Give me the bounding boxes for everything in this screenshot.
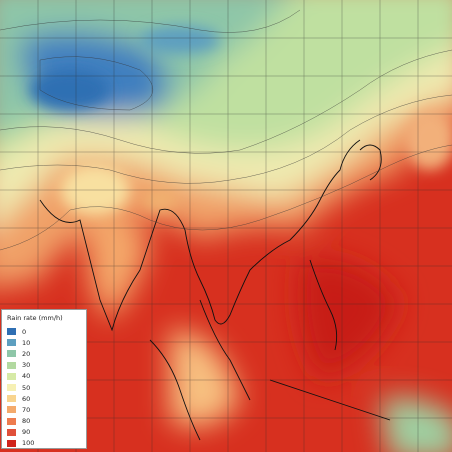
legend-swatch	[7, 395, 16, 403]
legend-label: 100	[22, 439, 35, 448]
legend-item: 90	[7, 427, 81, 438]
legend-label: 0	[22, 327, 27, 336]
legend-swatch	[7, 417, 16, 425]
legend-swatch	[7, 384, 16, 392]
legend-items: 0 10 20 30 40 50 60 70 80 90 100	[7, 326, 81, 449]
contours	[0, 9, 452, 251]
rain-detail	[30, 26, 452, 215]
legend-label: 30	[22, 361, 31, 370]
legend-swatch	[7, 406, 16, 414]
legend-swatch	[7, 328, 16, 336]
coastlines	[39, 139, 391, 441]
legend-item: 40	[7, 371, 81, 382]
legend-label: 90	[22, 428, 31, 437]
legend-item: 0	[7, 326, 81, 337]
legend-label: 40	[22, 372, 31, 381]
legend-item: 20	[7, 348, 81, 359]
legend-label: 20	[22, 349, 31, 358]
legend: Rain rate (mm/h) 0 10 20 30 40 50 60 70 80 90 100	[1, 309, 87, 449]
legend-item: 50	[7, 382, 81, 393]
legend-item: 60	[7, 393, 81, 404]
legend-swatch	[7, 428, 16, 436]
legend-label: 50	[22, 383, 31, 392]
legend-label: 70	[22, 405, 31, 414]
legend-label: 80	[22, 417, 31, 426]
legend-title: Rain rate (mm/h)	[7, 314, 63, 322]
legend-item: 30	[7, 360, 81, 371]
legend-swatch	[7, 361, 16, 369]
legend-item: 100	[7, 438, 81, 449]
legend-label: 60	[22, 394, 31, 403]
legend-item: 10	[7, 337, 81, 348]
legend-swatch	[7, 350, 16, 358]
legend-item: 80	[7, 416, 81, 427]
legend-item: 70	[7, 404, 81, 415]
legend-swatch	[7, 439, 16, 447]
legend-swatch	[7, 372, 16, 380]
legend-label: 10	[22, 338, 31, 347]
legend-swatch	[7, 339, 16, 347]
